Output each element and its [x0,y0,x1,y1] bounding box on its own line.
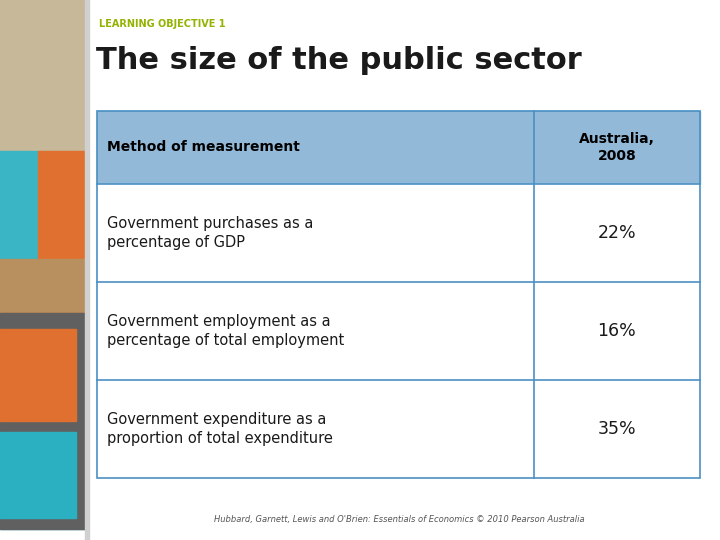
Bar [0,151,38,259]
Bar [97,380,700,478]
Text: LEARNING OBJECTIVE 1: LEARNING OBJECTIVE 1 [99,19,226,29]
Bar [0,432,76,518]
Text: 35%: 35% [598,420,636,438]
Text: 16%: 16% [598,322,636,340]
Bar [0,329,76,421]
Bar [97,282,700,380]
Text: Government purchases as a
percentage of GDP: Government purchases as a percentage of … [107,216,313,250]
Bar [97,111,700,184]
Bar [97,111,700,478]
Bar [0,0,85,151]
Text: Method of measurement: Method of measurement [107,140,300,154]
Text: The size of the public sector: The size of the public sector [96,46,582,75]
Bar [0,313,85,529]
Bar [0,421,85,529]
Text: Australia,
2008: Australia, 2008 [579,132,655,163]
Text: Hubbard, Garnett, Lewis and O'Brien: Essentials of Economics © 2010 Pearson Aust: Hubbard, Garnett, Lewis and O'Brien: Ess… [215,515,585,524]
Bar [85,0,89,540]
Bar [97,184,700,282]
Bar [0,313,85,421]
Bar [0,259,85,313]
Text: 22%: 22% [598,224,636,242]
Text: Government expenditure as a
proportion of total expenditure: Government expenditure as a proportion o… [107,412,333,446]
Text: Government employment as a
percentage of total employment: Government employment as a percentage of… [107,314,344,348]
Bar [38,151,85,259]
